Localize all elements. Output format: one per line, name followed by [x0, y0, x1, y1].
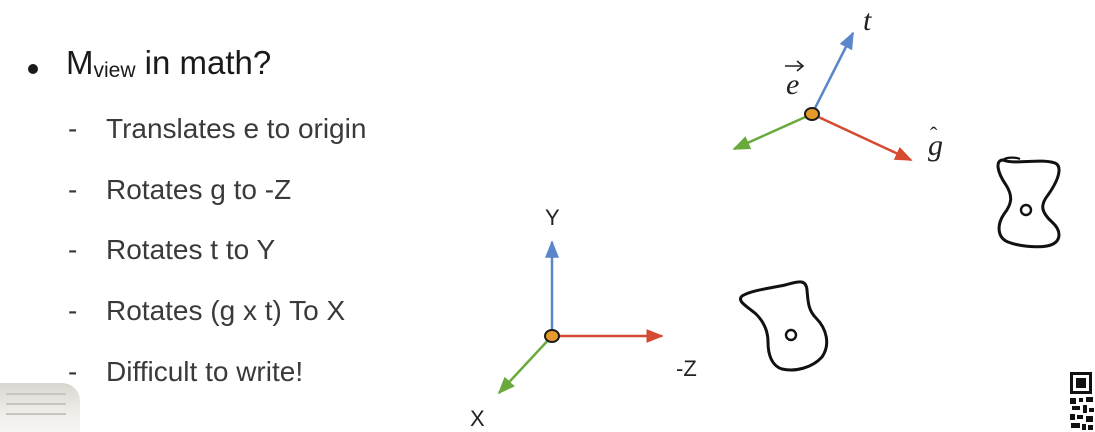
sub-item-dash: - — [68, 295, 78, 326]
sub-item-dash: - — [68, 174, 78, 205]
eye-vector-arrowhead — [796, 60, 805, 72]
main-bullet-subscript: view — [93, 59, 136, 82]
up-label-hat: ˆ — [865, 0, 873, 16]
tilted-vase-hole-icon — [784, 328, 798, 342]
sub-item-label: Rotates g to -Z — [106, 174, 292, 205]
eye-label-text: e — [786, 68, 799, 101]
gaze-label-text: g — [928, 129, 943, 162]
vase-hole-icon — [1019, 203, 1033, 217]
y-axis-label: Y — [545, 205, 560, 230]
up-label: ˆ t — [863, 0, 873, 37]
z-axis-label: -Z — [676, 356, 697, 381]
main-bullet-suffix: in math? — [135, 44, 272, 81]
sub-item-label: Rotates (g x t) To X — [106, 295, 346, 326]
x-axis-arrow — [497, 335, 553, 395]
vase-outline-icon — [996, 158, 1061, 249]
bullet-dot — [28, 64, 38, 74]
gaze-label-hat: ˆ — [930, 122, 938, 147]
eye-label: e — [785, 60, 805, 101]
object-camera-space — [996, 156, 1061, 249]
world-origin-dot — [544, 329, 560, 343]
main-bullet-prefix: M — [66, 44, 94, 81]
tilted-vase-outline-icon — [739, 280, 829, 372]
thumbnail-stripe — [6, 393, 66, 395]
gaze-vector-arrow — [811, 112, 913, 162]
sub-item-dash: - — [68, 356, 78, 387]
main-bullet-text: Mview in math? — [66, 44, 271, 83]
object-world-space — [739, 280, 829, 372]
up-vector-arrow — [810, 31, 855, 115]
thumbnail-stripe — [6, 403, 66, 405]
up-label-text: t — [863, 4, 872, 37]
camera-frame: e ˆ t ˆ g — [732, 0, 943, 162]
sub-item-label: Translates e to origin — [106, 113, 367, 144]
qr-code-icon[interactable] — [1068, 370, 1095, 432]
eye-position-dot — [804, 107, 820, 121]
x-axis-label: X — [470, 406, 485, 431]
sub-item-label: Difficult to write! — [106, 356, 304, 387]
sub-item-dash: - — [68, 234, 78, 265]
side-vector-arrow — [732, 112, 813, 151]
sub-item-label: Rotates t to Y — [106, 234, 276, 265]
photo-thumbnail — [0, 383, 80, 432]
gaze-label: ˆ g — [928, 122, 943, 162]
world-axes: Y -Z X — [470, 205, 697, 431]
vase-rim-icon — [1002, 156, 1021, 161]
sub-item-dash: - — [68, 113, 78, 144]
thumbnail-stripe — [6, 413, 66, 415]
